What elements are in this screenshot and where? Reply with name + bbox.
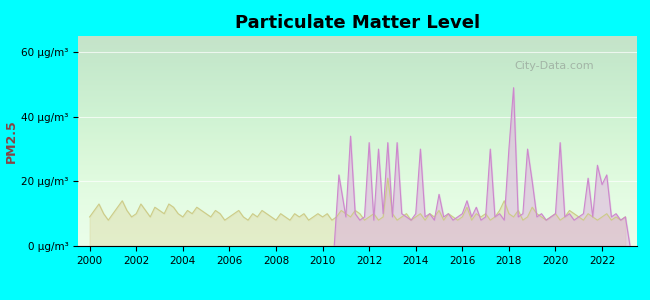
Text: City-Data.com: City-Data.com <box>514 61 593 71</box>
Title: Particulate Matter Level: Particulate Matter Level <box>235 14 480 32</box>
Legend: Peters, CA, US: Peters, CA, US <box>270 298 445 300</box>
Y-axis label: PM2.5: PM2.5 <box>5 119 18 163</box>
